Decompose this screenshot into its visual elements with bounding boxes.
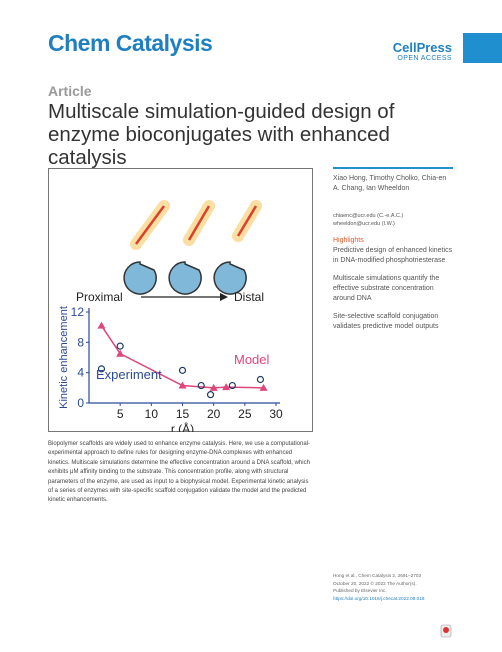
citation: Hong et al., Chem Catalysis 2, 2691–2703… bbox=[333, 572, 463, 602]
publisher: CellPress bbox=[392, 40, 452, 55]
experiment-point bbox=[228, 381, 236, 390]
experiment-point bbox=[178, 366, 187, 374]
x-axis-label: r (Å) bbox=[171, 421, 194, 432]
journal-name: Chem Catalysis bbox=[48, 30, 213, 56]
access: OPEN ACCESS bbox=[397, 55, 452, 62]
model-point bbox=[222, 383, 231, 391]
highlight: Predictive design of enhanced kinetics i… bbox=[333, 247, 453, 264]
highlight: Multiscale simulations quantify the effe… bbox=[333, 275, 440, 302]
experiment-point bbox=[206, 391, 215, 399]
graphical-abstract: Proximal Distal 0 4 8 12 5 10 15 20 25 30 r (Å) Kin… bbox=[48, 168, 313, 432]
model-point bbox=[178, 381, 187, 389]
model-point bbox=[259, 383, 268, 391]
x-tick-label: 10 bbox=[145, 407, 159, 421]
legend-entry: Model bbox=[234, 352, 270, 367]
highlights: Highlights Predictive design of enhanced… bbox=[333, 236, 453, 340]
citation-line: October 20, 2022 © 2022 The Author(s). bbox=[333, 580, 417, 586]
doi[interactable]: https://doi.org/10.1016/j.checat.2022.09… bbox=[333, 595, 425, 601]
citation-line: Published by Elsevier Inc. bbox=[333, 588, 387, 593]
y-tick-label: 4 bbox=[77, 366, 84, 380]
x-tick-label: 30 bbox=[269, 407, 283, 421]
illustration bbox=[123, 200, 262, 295]
experiment-point bbox=[97, 365, 106, 373]
article-kind: Article bbox=[48, 83, 92, 99]
y-tick-label: 12 bbox=[71, 305, 85, 319]
crossmark-icon[interactable] bbox=[440, 624, 452, 638]
model-point bbox=[97, 321, 106, 329]
highlights-heading: Highlights bbox=[333, 237, 364, 244]
y-axis-label: Kinetic enhancement bbox=[58, 306, 70, 409]
x-tick-label: 5 bbox=[117, 407, 124, 421]
experiment-point bbox=[256, 375, 265, 384]
experiment-point bbox=[116, 342, 124, 350]
experiment-point bbox=[197, 381, 205, 390]
model-point bbox=[116, 349, 125, 357]
email: wheeldon@ucr.edu (I.W.) bbox=[333, 221, 395, 227]
citation-line: Hong et al., Chem Catalysis 2, 2691–2703 bbox=[333, 573, 422, 578]
legend-entry: Experiment bbox=[96, 367, 162, 382]
plot: 0 4 8 12 5 10 15 20 25 30 r (Å) Kinetic enhancement… bbox=[58, 305, 283, 432]
x-tick-label: 15 bbox=[176, 407, 190, 421]
rule bbox=[333, 167, 453, 169]
x-tick-label: 20 bbox=[207, 407, 221, 421]
y-tick-label: 8 bbox=[77, 335, 84, 349]
proximal-label: Proximal bbox=[76, 290, 123, 304]
email: chiaenc@ucr.edu (C.-e.A.C.) bbox=[333, 213, 404, 219]
authors: Xiao Hong, Timothy Cholko, Chia-en A. Ch… bbox=[333, 175, 447, 192]
model-point bbox=[209, 383, 218, 391]
abstract: Biopolymer scaffolds are widely used to … bbox=[48, 441, 311, 504]
highlight: Site-selective scaffold conjugation vali… bbox=[333, 313, 439, 330]
accent-box bbox=[463, 33, 502, 63]
article-title: Multiscale simulation-guided design of e… bbox=[48, 100, 395, 169]
distal-label: Distal bbox=[234, 290, 264, 304]
x-tick-label: 25 bbox=[238, 407, 252, 421]
y-tick-label: 0 bbox=[77, 396, 84, 410]
publisher-logo: CellPress OPEN ACCESS bbox=[393, 40, 452, 62]
arrow-head bbox=[220, 293, 228, 301]
emails: chiaenc@ucr.edu (C.-e.A.C.) wheeldon@ucr… bbox=[333, 212, 453, 228]
